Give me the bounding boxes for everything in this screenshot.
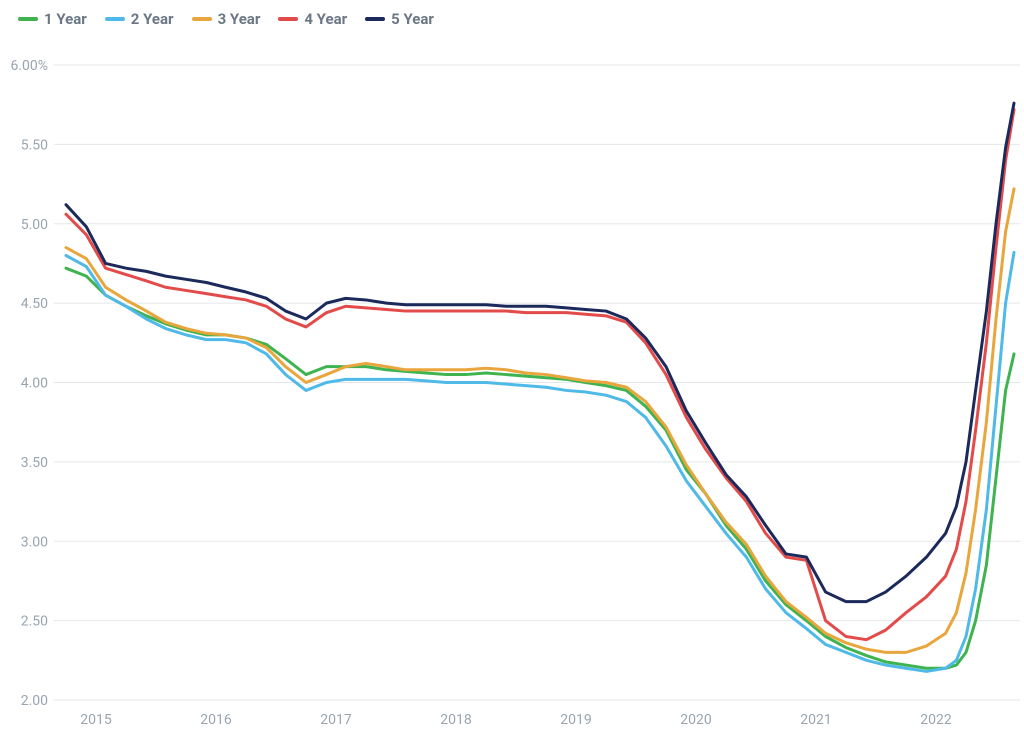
series-line (66, 103, 1014, 601)
series-line (66, 268, 1014, 668)
svg-text:2018: 2018 (440, 712, 472, 728)
legend-label: 4 Year (304, 10, 347, 28)
legend-item: 1 Year (18, 10, 87, 28)
rate-line-chart: 1 Year 2 Year 3 Year 4 Year 5 Year 6.00% 5.50… (0, 0, 1024, 745)
legend-label: 2 Year (131, 10, 174, 28)
series-line (66, 189, 1014, 653)
legend-swatch (105, 17, 125, 21)
svg-text:3.00: 3.00 (21, 534, 48, 550)
legend-item: 5 Year (365, 10, 434, 28)
legend-item: 3 Year (192, 10, 261, 28)
svg-text:2021: 2021 (800, 712, 831, 728)
legend-label: 5 Year (391, 10, 434, 28)
gridlines (54, 65, 1020, 700)
legend-swatch (18, 17, 38, 21)
svg-text:2.00: 2.00 (21, 693, 48, 709)
legend-label: 3 Year (218, 10, 261, 28)
svg-text:2019: 2019 (560, 712, 591, 728)
svg-text:4.50: 4.50 (21, 296, 48, 312)
legend-swatch (278, 17, 298, 21)
svg-text:5.50: 5.50 (21, 137, 48, 153)
series-lines (66, 103, 1014, 671)
legend-swatch (192, 17, 212, 21)
legend-label: 1 Year (44, 10, 87, 28)
legend-swatch (365, 17, 385, 21)
svg-text:5.00: 5.00 (21, 217, 48, 233)
legend-item: 4 Year (278, 10, 347, 28)
chart-plot-area: 6.00% 5.50 5.00 4.50 4.00 3.50 3.00 2.50 2.00 20… (0, 40, 1024, 740)
svg-text:2022: 2022 (920, 712, 952, 728)
svg-text:2020: 2020 (680, 712, 712, 728)
svg-text:6.00%: 6.00% (10, 58, 48, 74)
x-axis-ticks: 2015 2016 2017 2018 2019 2020 2021 2022 (80, 712, 952, 728)
svg-text:2016: 2016 (200, 712, 232, 728)
legend: 1 Year 2 Year 3 Year 4 Year 5 Year (18, 10, 434, 28)
y-axis-ticks: 6.00% 5.50 5.00 4.50 4.00 3.50 3.00 2.50 2.00 (10, 58, 48, 709)
svg-text:2.50: 2.50 (21, 614, 48, 630)
svg-text:4.00: 4.00 (21, 376, 48, 392)
svg-text:2017: 2017 (320, 712, 352, 728)
svg-text:3.50: 3.50 (21, 455, 48, 471)
legend-item: 2 Year (105, 10, 174, 28)
svg-text:2015: 2015 (80, 712, 112, 728)
